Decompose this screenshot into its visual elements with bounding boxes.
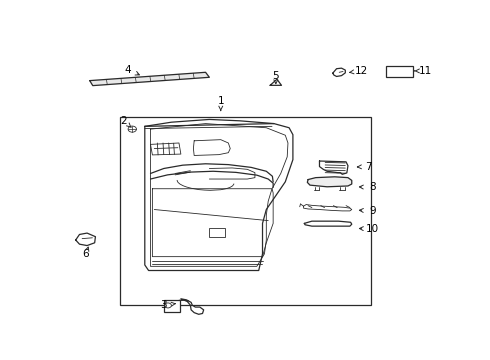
Text: 2: 2: [121, 116, 127, 126]
Text: 6: 6: [83, 249, 89, 259]
Text: 3: 3: [160, 300, 167, 310]
Text: 10: 10: [366, 224, 379, 234]
Bar: [386, 66, 413, 77]
Polygon shape: [307, 177, 352, 187]
Polygon shape: [90, 72, 209, 86]
Bar: [120, 117, 371, 305]
Text: 11: 11: [419, 66, 433, 76]
Bar: [209, 228, 224, 237]
Text: 12: 12: [355, 66, 368, 76]
Bar: [164, 300, 180, 311]
Text: 4: 4: [124, 64, 131, 75]
Text: 1: 1: [218, 96, 224, 107]
Text: 5: 5: [272, 72, 279, 81]
Text: 8: 8: [369, 183, 376, 192]
Text: 9: 9: [369, 206, 376, 216]
Text: 7: 7: [366, 162, 372, 172]
